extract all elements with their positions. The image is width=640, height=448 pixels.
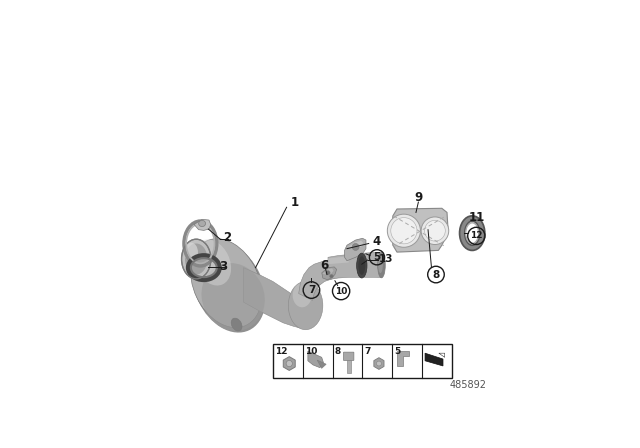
Ellipse shape [231, 318, 242, 331]
Circle shape [387, 214, 420, 247]
Ellipse shape [193, 242, 266, 332]
Text: 5: 5 [394, 347, 401, 356]
Ellipse shape [198, 220, 205, 227]
Polygon shape [308, 351, 323, 368]
Text: 2: 2 [223, 232, 231, 245]
Polygon shape [364, 253, 381, 278]
Text: 7: 7 [308, 285, 315, 295]
Polygon shape [344, 238, 366, 261]
Ellipse shape [202, 263, 265, 331]
Polygon shape [328, 254, 361, 280]
Polygon shape [397, 351, 409, 366]
Polygon shape [425, 353, 443, 366]
Polygon shape [348, 241, 363, 247]
Text: 485892: 485892 [450, 380, 486, 390]
Polygon shape [328, 256, 349, 264]
Circle shape [286, 361, 292, 366]
Polygon shape [243, 267, 300, 328]
Polygon shape [439, 353, 445, 358]
Ellipse shape [184, 243, 198, 262]
Polygon shape [322, 267, 337, 280]
Ellipse shape [467, 224, 478, 242]
Circle shape [391, 218, 417, 244]
Text: 4: 4 [372, 235, 380, 248]
Circle shape [376, 361, 381, 366]
Ellipse shape [358, 256, 365, 275]
Ellipse shape [185, 243, 207, 275]
Circle shape [352, 244, 359, 250]
Ellipse shape [378, 255, 383, 273]
Ellipse shape [378, 253, 385, 278]
Text: 7: 7 [365, 347, 371, 356]
Text: 10: 10 [335, 287, 348, 296]
Circle shape [424, 220, 445, 241]
Text: 12: 12 [470, 232, 483, 241]
FancyBboxPatch shape [344, 352, 354, 361]
Ellipse shape [356, 253, 367, 278]
Text: 1: 1 [291, 196, 300, 209]
Polygon shape [392, 208, 448, 252]
Text: 8: 8 [335, 347, 341, 356]
FancyBboxPatch shape [273, 344, 452, 378]
Ellipse shape [191, 239, 262, 327]
Polygon shape [299, 260, 339, 301]
Ellipse shape [194, 239, 231, 285]
Circle shape [326, 271, 330, 275]
Text: 10: 10 [305, 347, 317, 356]
Ellipse shape [292, 283, 312, 307]
Ellipse shape [289, 281, 323, 330]
Text: 6: 6 [321, 259, 329, 272]
Text: 5: 5 [373, 252, 381, 262]
Polygon shape [194, 220, 211, 230]
Text: 8: 8 [433, 270, 440, 280]
Polygon shape [317, 360, 326, 368]
Text: 9: 9 [414, 191, 422, 204]
Circle shape [421, 217, 449, 245]
Ellipse shape [182, 239, 211, 279]
Text: 11: 11 [468, 211, 484, 224]
Text: 13: 13 [379, 254, 394, 264]
Polygon shape [323, 268, 333, 275]
Text: 3: 3 [220, 260, 227, 273]
Circle shape [330, 275, 333, 278]
Text: 12: 12 [275, 347, 287, 356]
FancyBboxPatch shape [348, 360, 351, 373]
